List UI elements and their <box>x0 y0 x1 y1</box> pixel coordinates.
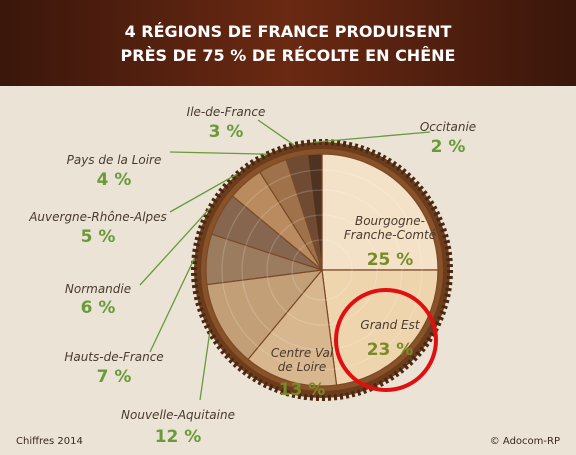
region-label: Ile-de-France <box>186 105 266 119</box>
tree-ring <box>291 239 353 301</box>
value-label: 23 % <box>366 340 414 360</box>
value-label: 3 % <box>208 122 244 142</box>
value-label: 13 % <box>278 380 326 400</box>
value-label: 12 % <box>154 427 202 447</box>
credit: © Adocom-RP <box>489 436 560 447</box>
leader-line <box>257 119 295 146</box>
wedge <box>247 268 338 387</box>
region-label: Auvergne-Rhône-Alpes <box>29 210 167 224</box>
highlight-circle <box>334 288 438 392</box>
leader-line <box>139 207 211 286</box>
region-label: Normandie <box>64 282 132 296</box>
value-label: 4 % <box>96 170 132 190</box>
region-label: Grand Est <box>360 318 420 332</box>
value-label: 6 % <box>80 298 116 318</box>
value-label: 7 % <box>96 367 132 387</box>
title: PRÈS DE 75 % DE RÉCOLTE EN CHÊNE <box>120 46 456 65</box>
leader-line <box>149 257 196 353</box>
wedge <box>321 153 439 271</box>
value-label: 25 % <box>366 250 414 270</box>
title: 4 RÉGIONS DE FRANCE PRODUISENT <box>124 22 452 41</box>
leader-line <box>169 151 268 155</box>
tree-ring <box>241 189 403 351</box>
region-label: Bourgogne-Franche-Comté <box>343 214 437 242</box>
source: Chiffres 2014 <box>16 436 83 447</box>
region-label: Nouvelle-Aquitaine <box>121 408 235 422</box>
region-label: Hauts-de-France <box>64 350 164 364</box>
value-label: 2 % <box>430 137 466 157</box>
region-label: Occitanie <box>419 120 477 134</box>
wedge <box>321 269 439 386</box>
wedge <box>206 269 324 361</box>
region-label: Pays de la Loire <box>66 153 162 167</box>
value-label: 5 % <box>80 227 116 247</box>
tree-ring <box>266 214 378 326</box>
leader-line <box>199 331 211 401</box>
wedge <box>306 153 323 271</box>
leader-line <box>169 173 238 213</box>
header: 4 RÉGIONS DE FRANCE PRODUISENT PRÈS DE 7… <box>0 0 576 86</box>
region-label: Centre Val de Loire <box>270 346 334 374</box>
leader-line <box>313 131 431 143</box>
tree-ring <box>221 169 423 371</box>
